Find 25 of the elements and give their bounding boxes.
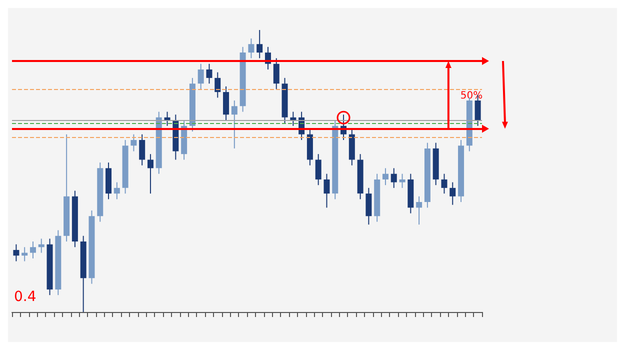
- candlestick: [130, 134, 137, 152]
- candlestick: [13, 244, 20, 262]
- candlestick: [382, 168, 388, 186]
- candlestick: [30, 241, 36, 259]
- candlestick: [214, 72, 221, 98]
- candlestick: [324, 173, 330, 208]
- candlestick: [390, 168, 397, 188]
- candlestick: [139, 134, 146, 166]
- candlestick: [198, 63, 204, 90]
- candlestick: [206, 63, 212, 84]
- candlestick: [256, 30, 263, 59]
- candlestick: [223, 86, 230, 121]
- annotation: 50%: [460, 90, 483, 102]
- annotation: 0.4: [14, 289, 36, 305]
- candlestick: [231, 100, 238, 149]
- candlestick: [315, 154, 322, 186]
- candlestick: [399, 173, 406, 188]
- candlestick: [248, 38, 254, 59]
- candlestick: [450, 182, 456, 206]
- candlestick: [441, 173, 448, 194]
- candlestick: [147, 154, 154, 194]
- candlestick: [416, 196, 422, 226]
- candlestick: [366, 187, 372, 226]
- candlestick: [273, 58, 280, 90]
- candlestick: [114, 182, 120, 200]
